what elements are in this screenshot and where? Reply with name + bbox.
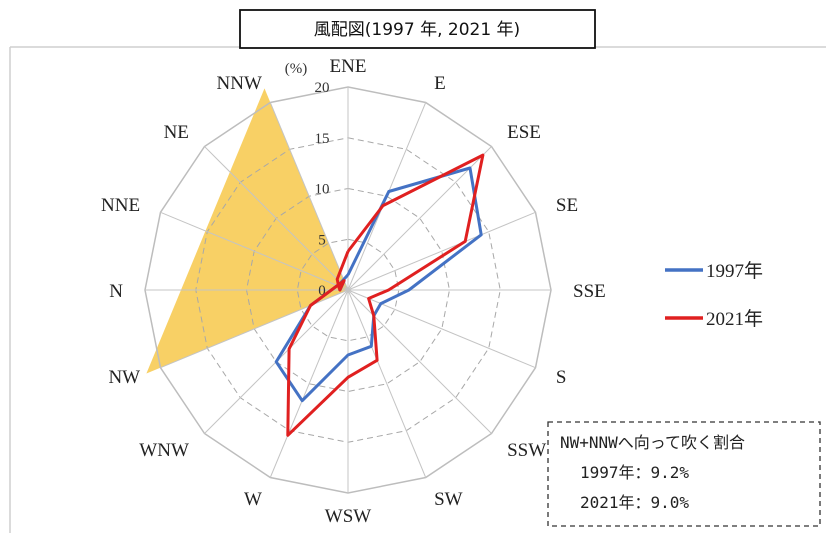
tick-label-0: 0 bbox=[318, 283, 326, 299]
direction-label-SW: SW bbox=[434, 489, 463, 510]
direction-label-SSW: SSW bbox=[507, 440, 546, 461]
spoke-NW bbox=[160, 289, 349, 369]
spoke-S bbox=[347, 289, 536, 369]
tick-label-20: 20 bbox=[315, 80, 330, 96]
legend-2021-label: 2021年 bbox=[706, 308, 763, 330]
direction-labels: ENE E ESE SE SSE S SSW SW WSW W WNW NW N NNE NE NNW bbox=[101, 56, 606, 527]
legend: 1997年 2021年 bbox=[665, 260, 763, 330]
direction-label-S: S bbox=[556, 367, 567, 388]
spoke-SE bbox=[347, 211, 536, 291]
direction-label-ESE: ESE bbox=[507, 122, 541, 143]
annotation-border bbox=[547, 421, 821, 527]
direction-label-SE: SE bbox=[556, 195, 578, 216]
unit-label: (%) bbox=[285, 61, 308, 77]
direction-label-NE: NE bbox=[164, 122, 189, 143]
direction-label-WNW: WNW bbox=[139, 440, 189, 461]
direction-label-W: W bbox=[244, 489, 262, 510]
tick-label-10: 10 bbox=[315, 182, 330, 198]
annotation-heading: NW+NNWへ向って吹く割合 bbox=[560, 433, 745, 452]
annotation-box: NW+NNWへ向って吹く割合 1997年：9.2% 2021年：9.0% bbox=[547, 421, 821, 527]
legend-1997-label: 1997年 bbox=[706, 260, 763, 282]
direction-label-WSW: WSW bbox=[325, 506, 372, 527]
spoke-SSW bbox=[347, 289, 492, 434]
series-2021-line bbox=[286, 153, 485, 437]
direction-label-ENE: ENE bbox=[330, 56, 367, 77]
spoke-W bbox=[269, 289, 349, 478]
spoke-SW bbox=[347, 289, 427, 478]
grid-ring-10 bbox=[245, 187, 451, 393]
spoke-NNE bbox=[160, 211, 349, 291]
radar-grid bbox=[144, 86, 552, 494]
spoke-NE bbox=[204, 146, 349, 291]
direction-label-N: N bbox=[109, 281, 123, 302]
direction-label-NNE: NNE bbox=[101, 195, 140, 216]
direction-label-NNW: NNW bbox=[217, 73, 262, 94]
spoke-ESE bbox=[347, 146, 492, 291]
direction-label-E: E bbox=[434, 73, 446, 94]
annotation-line-1997: 1997年：9.2% bbox=[580, 463, 689, 482]
direction-label-NW: NW bbox=[108, 367, 140, 388]
nw-nnw-highlight-sector bbox=[146, 88, 348, 374]
tick-label-15: 15 bbox=[315, 131, 330, 147]
annotation-line-2021: 2021年：9.0% bbox=[580, 493, 689, 512]
chart-title: 風配図(1997 年, 2021 年) bbox=[314, 20, 520, 40]
grid-ring-5 bbox=[296, 238, 400, 342]
spoke-NNW bbox=[269, 102, 349, 291]
title-box bbox=[239, 9, 596, 49]
direction-label-SSE: SSE bbox=[573, 281, 606, 302]
tick-label-5: 5 bbox=[318, 232, 326, 248]
radial-tick-labels: 0 5 10 15 20 bbox=[315, 80, 330, 299]
